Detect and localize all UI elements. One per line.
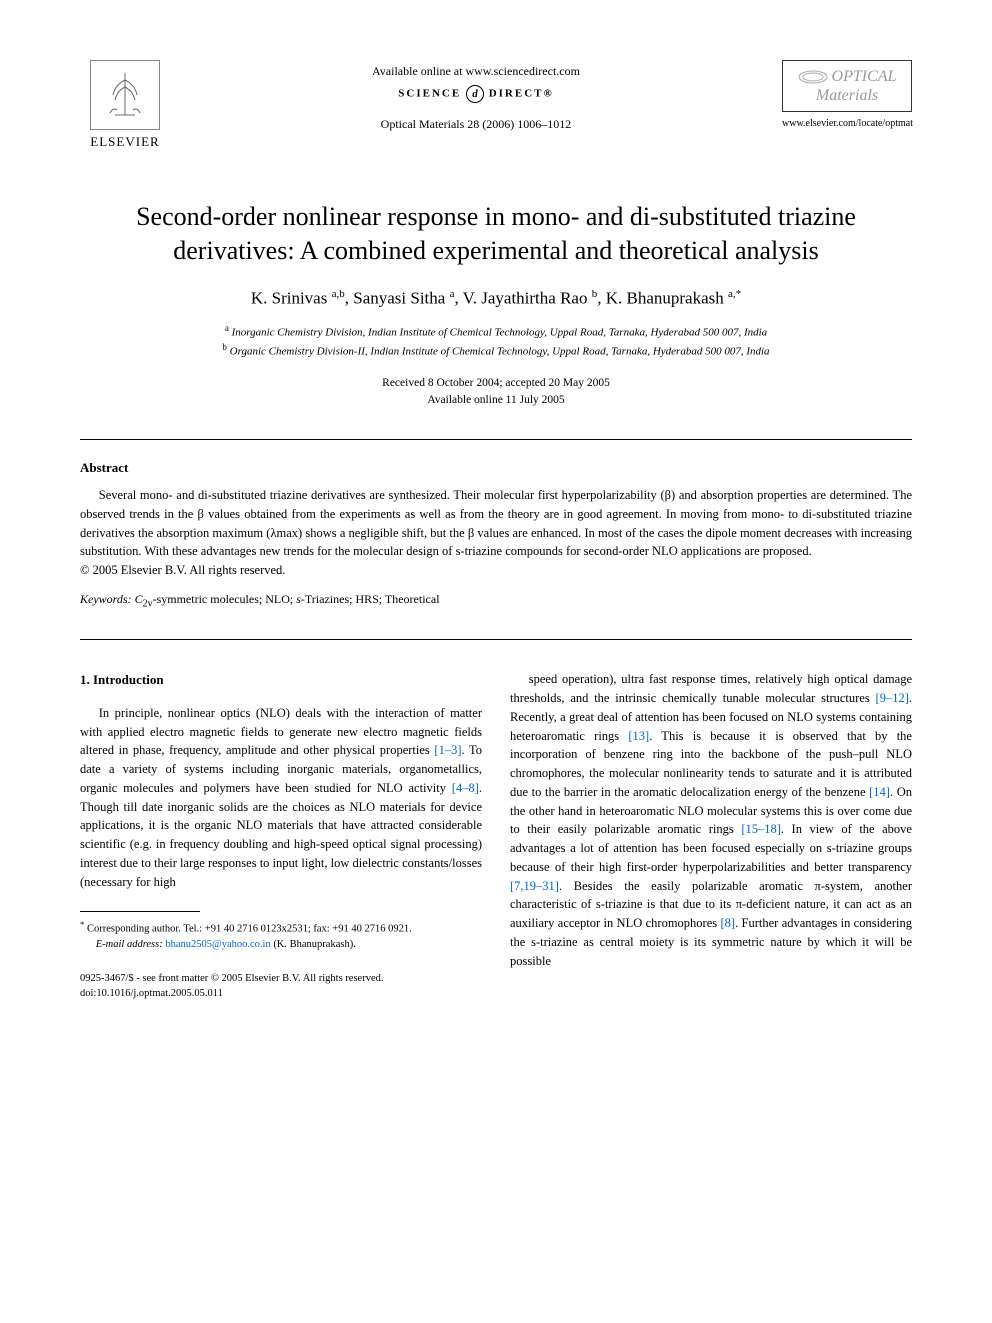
locate-url: www.elsevier.com/locate/optmat bbox=[782, 118, 912, 129]
page-header: ELSEVIER Available online at www.science… bbox=[80, 60, 912, 150]
column-right: speed operation), ultra fast response ti… bbox=[510, 670, 912, 1001]
available-online-text: Available online at www.sciencedirect.co… bbox=[170, 64, 782, 79]
journal-box: OPTICAL Materials bbox=[782, 60, 912, 112]
journal-logo-block: OPTICAL Materials www.elsevier.com/locat… bbox=[782, 60, 912, 129]
ref-link-1[interactable]: [1–3] bbox=[434, 743, 461, 757]
footnote-rule bbox=[80, 911, 200, 912]
ref-link-4[interactable]: [13] bbox=[628, 729, 649, 743]
email-link[interactable]: bhanu2505@yahoo.co.in bbox=[165, 939, 270, 950]
affiliations: a Inorganic Chemistry Division, Indian I… bbox=[80, 322, 912, 360]
abstract-heading: Abstract bbox=[80, 460, 912, 476]
ref-link-7[interactable]: [7,19–31] bbox=[510, 879, 559, 893]
email-label: E-mail address: bbox=[96, 939, 163, 950]
footnote-corresponding: * Corresponding author. Tel.: +91 40 271… bbox=[80, 918, 482, 937]
authors-line: K. Srinivas a,b, Sanyasi Sitha a, V. Jay… bbox=[80, 288, 912, 309]
ref-link-3[interactable]: [9–12] bbox=[876, 691, 909, 705]
intro-paragraph-2: speed operation), ultra fast response ti… bbox=[510, 670, 912, 970]
intro-paragraph-1: In principle, nonlinear optics (NLO) dea… bbox=[80, 704, 482, 892]
ref-link-6[interactable]: [15–18] bbox=[741, 822, 781, 836]
page-footer: 0925-3467/$ - see front matter © 2005 El… bbox=[80, 972, 482, 1001]
sd-circle-icon: d bbox=[466, 85, 484, 103]
journal-reference: Optical Materials 28 (2006) 1006–1012 bbox=[170, 117, 782, 132]
received-accepted: Received 8 October 2004; accepted 20 May… bbox=[80, 375, 912, 392]
ref-link-2[interactable]: [4–8] bbox=[452, 781, 479, 795]
keywords-line: Keywords: C2v-symmetric molecules; NLO; … bbox=[80, 592, 912, 609]
sd-right: DIRECT® bbox=[489, 88, 554, 100]
ref-link-5[interactable]: [14] bbox=[869, 785, 890, 799]
affiliation-a: a Inorganic Chemistry Division, Indian I… bbox=[80, 322, 912, 341]
section-heading: 1. Introduction bbox=[80, 670, 482, 690]
abstract-copyright: © 2005 Elsevier B.V. All rights reserved… bbox=[80, 563, 912, 578]
publisher-logo-block: ELSEVIER bbox=[80, 60, 170, 150]
article-dates: Received 8 October 2004; accepted 20 May… bbox=[80, 375, 912, 410]
sd-left: SCIENCE bbox=[398, 88, 461, 100]
divider-bottom bbox=[80, 639, 912, 640]
footnote-email: E-mail address: bhanu2505@yahoo.co.in (K… bbox=[80, 938, 482, 953]
keywords-label: Keywords: bbox=[80, 592, 132, 606]
available-online-date: Available online 11 July 2005 bbox=[80, 392, 912, 409]
email-author: (K. Bhanuprakash). bbox=[271, 939, 356, 950]
affiliation-b: b Organic Chemistry Division-II, Indian … bbox=[80, 341, 912, 360]
ref-link-8[interactable]: [8] bbox=[720, 916, 735, 930]
elsevier-tree-icon bbox=[90, 60, 160, 130]
center-header: Available online at www.sciencedirect.co… bbox=[170, 60, 782, 132]
body-columns: 1. Introduction In principle, nonlinear … bbox=[80, 670, 912, 1001]
sciencedirect-logo: SCIENCE d DIRECT® bbox=[170, 85, 782, 103]
keywords-text: C2v-symmetric molecules; NLO; s-Triazine… bbox=[132, 592, 440, 606]
article-title: Second-order nonlinear response in mono-… bbox=[80, 200, 912, 268]
publisher-name: ELSEVIER bbox=[90, 134, 159, 150]
footer-doi: doi:10.1016/j.optmat.2005.05.011 bbox=[80, 987, 482, 1002]
column-left: 1. Introduction In principle, nonlinear … bbox=[80, 670, 482, 1001]
abstract-text: Several mono- and di-substituted triazin… bbox=[80, 486, 912, 561]
journal-box-line1: OPTICAL bbox=[832, 67, 897, 86]
divider-top bbox=[80, 439, 912, 440]
journal-box-line2: Materials bbox=[816, 87, 878, 104]
footer-line1: 0925-3467/$ - see front matter © 2005 El… bbox=[80, 972, 482, 987]
